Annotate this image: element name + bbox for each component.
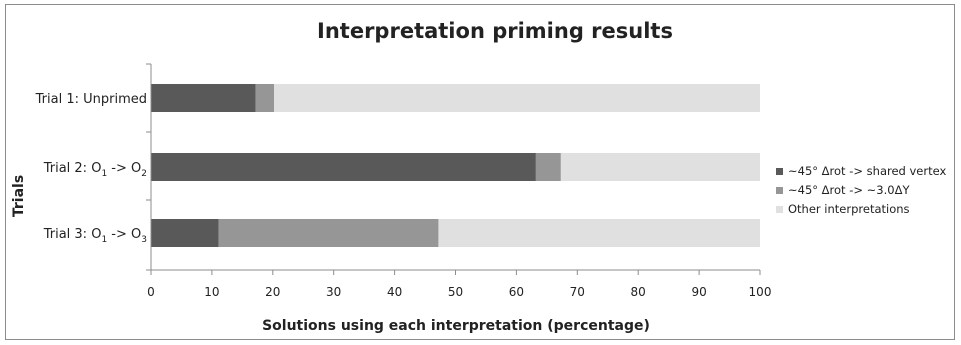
category-label: Trial 3: O1 -> O3 [43, 227, 147, 245]
x-tick-label: 70 [570, 285, 585, 299]
x-tick-label: 30 [326, 285, 341, 299]
bar-segment [274, 84, 760, 112]
legend-label: ~45° Δrot -> shared vertex [788, 164, 946, 178]
bar-segment [218, 219, 439, 247]
plot-area: 0 10 20 30 40 50 60 70 80 90 100 Trial 1: Unprimed T… [35, 63, 772, 299]
bar-segment [560, 153, 760, 181]
x-tick-label: 10 [204, 285, 219, 299]
category-label: Trial 2: O1 -> O2 [43, 161, 147, 179]
category-label: Trial 1: Unprimed [35, 92, 147, 107]
chart-title: Interpretation priming results [317, 19, 673, 43]
x-tick-label: 90 [691, 285, 706, 299]
x-tick-label: 60 [509, 285, 524, 299]
x-axis-title: Solutions using each interpretation (per… [262, 318, 650, 334]
y-axis-title: Trials [11, 175, 27, 217]
x-tick-label: 50 [448, 285, 463, 299]
legend-swatch [776, 168, 783, 175]
legend-swatch [776, 206, 783, 213]
x-tick-label: 0 [147, 285, 155, 299]
legend: ~45° Δrot -> shared vertex ~45° Δrot -> ~… [776, 164, 946, 216]
legend-label: Other interpretations [788, 202, 910, 216]
bar-segment [535, 153, 561, 181]
bar-segment [151, 84, 256, 112]
x-tick-label: 20 [265, 285, 280, 299]
x-tick-label: 40 [387, 285, 402, 299]
x-tick-label: 80 [631, 285, 646, 299]
bar-segment [255, 84, 275, 112]
x-tick-label: 100 [749, 285, 772, 299]
legend-swatch [776, 187, 783, 194]
bar-segment [151, 219, 219, 247]
bar-segment [438, 219, 760, 247]
bar-segment [151, 153, 536, 181]
legend-label: ~45° Δrot -> ~3.0ΔY [788, 183, 910, 197]
